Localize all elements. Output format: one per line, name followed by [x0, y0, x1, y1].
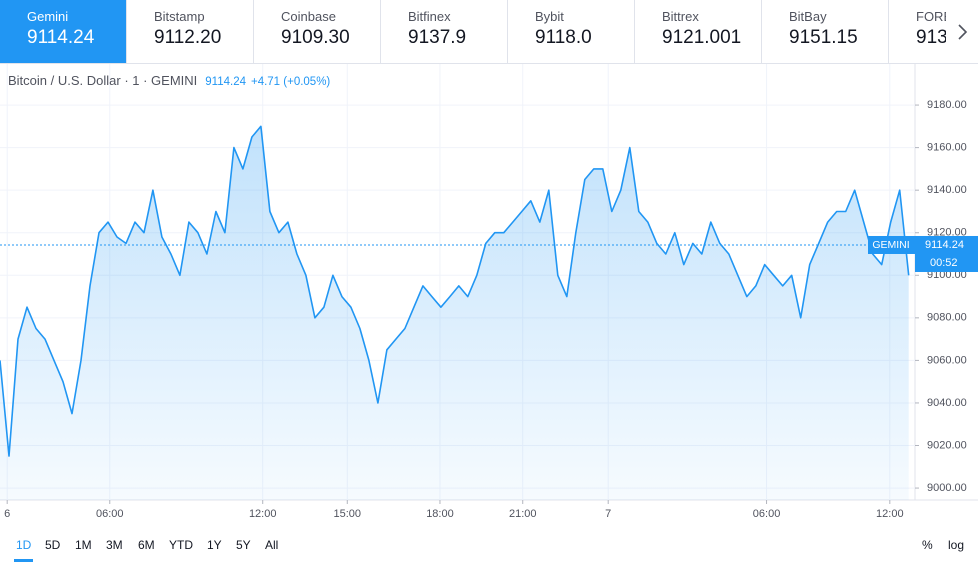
y-tick-label: 9020.00: [927, 439, 967, 451]
exchange-name: Bitfinex: [408, 9, 451, 24]
scroll-right[interactable]: [946, 0, 978, 63]
exchange-tab[interactable]: Coinbase 9109.30: [254, 0, 381, 63]
exchange-name: Bitstamp: [154, 9, 205, 24]
chart-title: Bitcoin / U.S. Dollar · 1 · GEMINI 9114.2…: [8, 73, 330, 88]
range-button[interactable]: 5Y: [236, 538, 251, 552]
y-tick-label: 9140.00: [927, 184, 967, 196]
range-button[interactable]: 1D: [16, 538, 32, 552]
x-tick-label: 18:00: [426, 508, 454, 520]
y-tick-label: 9100.00: [927, 269, 967, 281]
chart: 9000.00 9020.00 9040.00 9060.00 9080.00 9100.…: [0, 64, 978, 520]
y-tick-label: 9060.00: [927, 354, 967, 366]
area-fill: [0, 126, 909, 501]
last-price-label: 9114.24: [925, 239, 964, 251]
range-button[interactable]: 1M: [75, 538, 92, 552]
y-tick-label: 9160.00: [927, 142, 967, 154]
exchange-name: Bybit: [535, 9, 564, 24]
range-button[interactable]: 1Y: [207, 538, 222, 552]
exchange-tab[interactable]: Gemini 9114.24: [0, 0, 127, 63]
symbol-title: Bitcoin / U.S. Dollar · 1 · GEMINI: [8, 73, 197, 88]
x-tick-label: 21:00: [509, 508, 537, 520]
y-tick-label: 9080.00: [927, 312, 967, 324]
exchange-price: 9151.15: [789, 27, 858, 48]
price-line: [0, 125, 910, 457]
exchange-badge-label: GEMINI: [872, 239, 909, 251]
x-tick-label: 6: [4, 508, 10, 520]
exchange-price: 9137.9: [408, 27, 467, 48]
scale-option[interactable]: %: [922, 538, 933, 552]
range-button[interactable]: 3M: [106, 538, 123, 552]
range-button[interactable]: All: [265, 538, 279, 552]
x-tick-label: 7: [605, 508, 611, 520]
exchange-tabs: Gemini 9114.24 Bitstamp 9112.20 Coinbase 9109…: [0, 0, 978, 64]
exchange-name: BitBay: [789, 9, 827, 24]
last-price-badge: [915, 235, 978, 272]
exchange-price: 9114.24: [27, 27, 95, 48]
active-range-underline: [14, 559, 33, 562]
range-button[interactable]: 6M: [138, 538, 155, 552]
exchange-price: 9118.0: [535, 27, 592, 48]
range-button[interactable]: YTD: [169, 538, 193, 552]
scale-option[interactable]: log: [948, 538, 965, 552]
exchange-price: 913: [916, 27, 948, 48]
quote-value: 9114.24: [205, 76, 246, 88]
quote-change: +4.71 (+0.05%): [251, 76, 330, 88]
chevron-icon: [958, 23, 968, 40]
x-tick-label: 06:00: [753, 508, 781, 520]
exchange-name: Coinbase: [281, 9, 336, 24]
exchange-tab[interactable]: BitBay 9151.15: [762, 0, 889, 63]
exchange-price: 9109.30: [281, 27, 350, 48]
exchange-tab[interactable]: Bybit 9118.0: [508, 0, 635, 63]
exchange-name: Bittrex: [662, 9, 699, 24]
range-button[interactable]: 5D: [45, 538, 61, 552]
exchange-tab[interactable]: Bittrex 9121.001: [635, 0, 762, 63]
exchange-badge: [868, 235, 915, 254]
y-tick-label: 9120.00: [927, 227, 967, 239]
x-tick-label: 12:00: [876, 508, 904, 520]
exchange-name: FORE: [916, 9, 953, 24]
exchange-tab[interactable]: Bitfinex 9137.9: [381, 0, 508, 63]
exchange-tab[interactable]: FORE 913: [889, 0, 978, 63]
bottom-toolbar: 1D 5D 1M 3M 6M YTD 1Y 5Y All% log: [0, 527, 978, 563]
exchange-price: 9112.20: [154, 27, 222, 48]
x-tick-label: 12:00: [249, 508, 277, 520]
y-tick-label: 9040.00: [927, 397, 967, 409]
x-tick-label: 06:00: [96, 508, 124, 520]
exchange-price: 9121.001: [662, 27, 742, 48]
exchange-tab[interactable]: Bitstamp 9112.20: [127, 0, 254, 63]
exchange-name: Gemini: [27, 9, 69, 24]
y-tick-label: 9000.00: [927, 482, 967, 494]
countdown-label: 00:52: [930, 257, 958, 269]
y-tick-label: 9180.00: [927, 99, 967, 111]
x-tick-label: 15:00: [334, 508, 362, 520]
